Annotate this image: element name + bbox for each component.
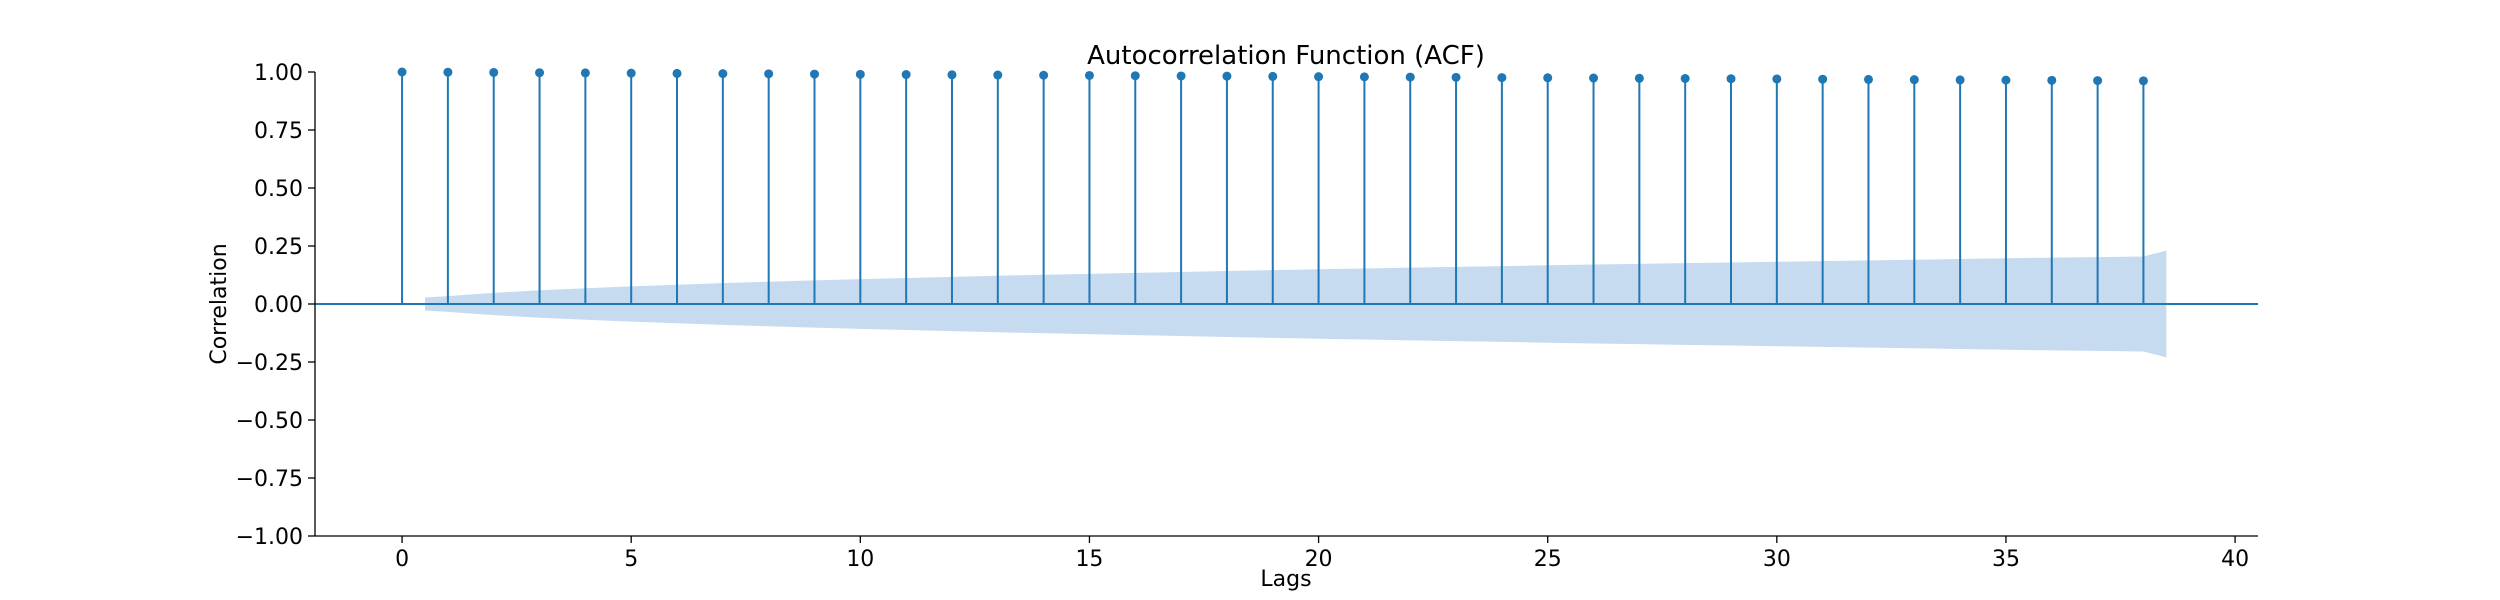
y-tick-label: −1.00 (236, 525, 303, 550)
x-tick-label: 10 (846, 547, 874, 572)
stem-marker (1634, 73, 1644, 83)
stem-marker (1818, 74, 1828, 84)
stem-marker (993, 70, 1003, 80)
stem-marker (809, 69, 819, 79)
y-tick-label: 0.50 (254, 177, 303, 202)
stem-marker (901, 70, 911, 80)
stem-marker (1405, 72, 1415, 82)
x-tick-label: 15 (1075, 547, 1103, 572)
x-tick-label: 40 (2221, 547, 2249, 572)
y-tick-label: −0.25 (236, 351, 303, 376)
stem-marker (2047, 75, 2057, 85)
stem-marker (1955, 75, 1965, 85)
y-tick-label: 0.75 (254, 119, 303, 144)
x-tick-label: 35 (1992, 547, 2020, 572)
y-ticks-layer: −1.00 −0.75 −0.50 −0.25 0.00 0.25 0.50 0.75 1.00 (236, 61, 315, 550)
stem-marker (672, 68, 682, 78)
stem-marker (718, 69, 728, 79)
stem-marker (1084, 70, 1094, 80)
x-axis-label: Lags (1260, 567, 1311, 592)
y-tick-label: −0.50 (236, 409, 303, 434)
y-tick-label: −0.75 (236, 467, 303, 492)
stem-marker (1589, 73, 1599, 83)
stem-marker (397, 67, 407, 77)
x-tick-label: 25 (1534, 547, 1562, 572)
stem-marker (1039, 70, 1049, 80)
stem-marker (535, 68, 545, 78)
y-axis-label: Correlation (207, 243, 232, 364)
stem-marker (1772, 74, 1782, 84)
stem-marker (2001, 75, 2011, 85)
stem-marker (1130, 71, 1140, 81)
stem-marker (1543, 73, 1553, 83)
stem-marker (1909, 75, 1919, 85)
x-tick-label: 30 (1763, 547, 1791, 572)
stem-marker (1176, 71, 1186, 81)
stem-marker (626, 68, 636, 78)
stem-marker (1268, 71, 1278, 81)
stem-marker (1497, 73, 1507, 83)
x-tick-label: 5 (624, 547, 638, 572)
y-tick-label: 0.25 (254, 235, 303, 260)
stem-marker (1314, 72, 1324, 82)
stem-marker (2093, 76, 2103, 86)
stem-marker (1359, 72, 1369, 82)
stem-marker (947, 70, 957, 80)
stem-marker (580, 68, 590, 78)
y-tick-label: 1.00 (254, 61, 303, 86)
y-tick-label: 0.00 (254, 293, 303, 318)
stem-marker (1726, 74, 1736, 84)
stem-marker (855, 69, 865, 79)
stem-marker (443, 67, 453, 77)
x-tick-label: 0 (395, 547, 409, 572)
stem-marker (1222, 71, 1232, 81)
stem-marker (1451, 72, 1461, 82)
chart-title: Autocorrelation Function (ACF) (1087, 41, 1485, 71)
x-tick-label: 20 (1305, 547, 1333, 572)
stem-marker (2138, 76, 2148, 86)
stem-marker (489, 67, 499, 77)
stems-layer (397, 67, 2148, 304)
stem-marker (1680, 73, 1690, 83)
stem-marker (1863, 74, 1873, 84)
stem-marker (764, 69, 774, 79)
x-ticks-layer: 0 5 10 15 20 25 30 35 40 (395, 536, 2249, 572)
